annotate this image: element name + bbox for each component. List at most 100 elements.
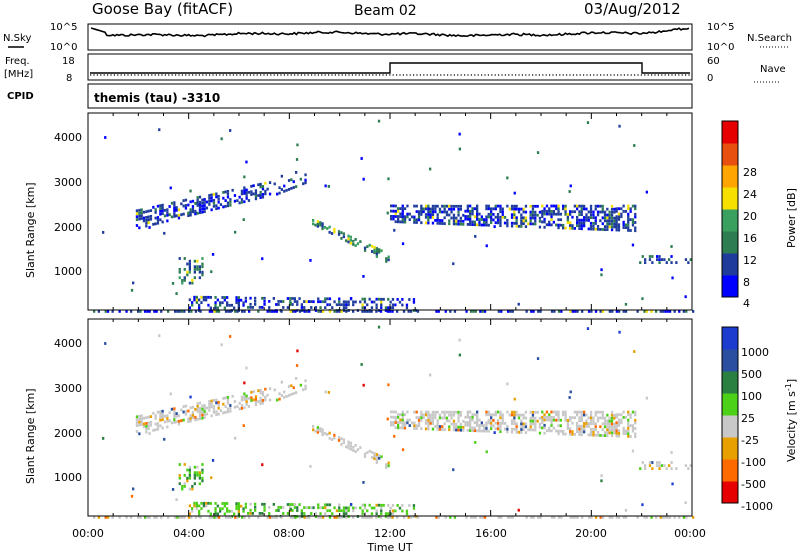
velocity-cell [188,465,191,469]
velocity-cell [490,418,493,422]
velocity-cell [145,430,148,434]
power-cell [457,213,460,217]
velocity-cell [254,398,258,401]
power-cell [328,225,331,229]
velocity-cell [140,420,143,423]
power-cell [543,225,546,229]
velocity-cell [228,509,231,513]
power-cell [550,210,553,213]
noise-search-label: N.Search [747,33,792,44]
power-cell [606,228,609,231]
power-cell [452,222,456,226]
power-cell [159,218,162,222]
power-cell [592,222,595,225]
velocity-cell [287,394,291,397]
velocity-cell [193,465,196,469]
velocity-cell [631,410,635,414]
velocity-y-label: Slant Range [km] [24,388,37,484]
velocity-cell [377,503,381,507]
velocity-cell [401,421,404,425]
power-cell [188,270,191,274]
power-cell [413,221,416,224]
velocity-cell [375,509,378,513]
velocity-cell [431,413,435,417]
velocity-cell [627,413,630,417]
power-cell [354,238,357,241]
power-cell [471,220,474,224]
power-cell [173,201,176,205]
power-cell [312,222,315,226]
velocity-cell [531,419,535,423]
power-cell [210,193,213,197]
power-cell [520,225,523,228]
velocity-cell [199,516,202,519]
power-cell [610,207,614,211]
power-cell [599,204,602,208]
power-cell [302,182,305,186]
x-tick-12: 12:00 [374,527,406,540]
velocity-cell [215,516,218,519]
velocity-cell [480,429,483,433]
x-tick-04: 04:00 [173,527,205,540]
velocity-cell [291,503,294,506]
velocity-cell [534,422,537,426]
velocity-cell [352,449,355,452]
velocity-cell [229,406,232,410]
power-cell [352,239,355,243]
velocity-cell [362,481,365,484]
velocity-cell [571,432,574,436]
velocity-cell [634,435,637,439]
velocity-cell [147,421,150,425]
power-cell [536,151,540,154]
velocity-cell [466,410,469,414]
power-cell [191,199,195,203]
velocity-cell [349,441,352,445]
velocity-cell [250,399,253,402]
velocity-cell [273,516,276,519]
velocity-cell [327,391,330,394]
velocity-cell [401,415,404,419]
power-cell [443,222,446,225]
velocity-cell [586,327,590,330]
power-cell [345,239,348,243]
velocity-cell [506,430,509,434]
power-cbar-tick-12: 12 [743,254,757,267]
power-cell [375,252,378,256]
power-cell [599,210,602,214]
velocity-cell [520,419,523,423]
velocity-cell [196,474,199,477]
power-cell [242,303,245,307]
velocity-cell [196,402,199,405]
power-cell [156,204,160,208]
power-cell [429,207,432,211]
power-cell [581,310,584,313]
colorbar-swatch [722,393,738,416]
power-cell [490,218,493,222]
power-cell [304,181,307,185]
velocity-cell [392,423,395,427]
power-cell [161,209,164,213]
power-cell [529,219,532,223]
velocity-cell [599,416,602,420]
velocity-cell [594,433,597,437]
velocity-cell [431,416,435,420]
power-cell [506,176,509,180]
power-cell [175,208,178,212]
velocity-cell [138,417,141,421]
velocity-cell [427,419,430,422]
velocity-cell [476,424,479,427]
velocity-cell [529,410,532,414]
velocity-cell [394,509,397,513]
velocity-cell [496,410,500,414]
power-cell [193,270,196,274]
velocity-cell [487,418,490,422]
velocity-cell [212,405,216,408]
power-cell [156,221,160,225]
power-cbar-tick-16: 16 [743,232,757,245]
power-cell [408,298,411,301]
power-cell [249,296,252,300]
power-cell [183,310,186,313]
power-cell [361,306,364,309]
power-cell [231,188,234,192]
velocity-cell [610,410,614,414]
